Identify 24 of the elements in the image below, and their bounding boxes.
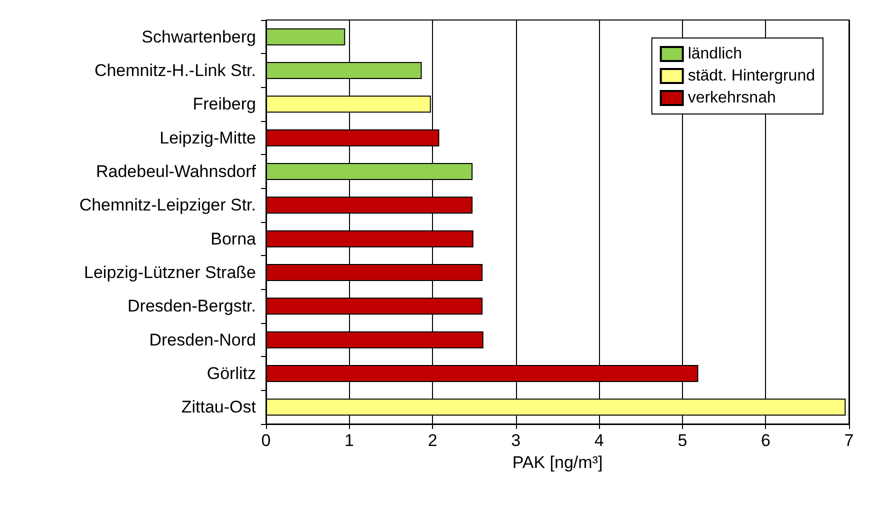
legend-label: verkehrsnah bbox=[688, 90, 776, 106]
y-tick-label: Borna bbox=[210, 229, 257, 248]
x-axis-title: PAK [ng/m³] bbox=[512, 452, 603, 472]
x-tick-label: 2 bbox=[428, 431, 438, 450]
x-tick-label: 3 bbox=[511, 431, 521, 450]
y-tick-label: Görlitz bbox=[206, 364, 256, 383]
y-tick-label: Leipzig-Mitte bbox=[160, 128, 256, 148]
y-tick-label: Freiberg bbox=[192, 94, 256, 114]
y-tick-label: Zittau-Ost bbox=[181, 398, 256, 417]
y-tick-label: Leipzig-Lützner Straße bbox=[84, 263, 256, 282]
x-tick-label: 4 bbox=[594, 431, 604, 450]
legend-label: ländlich bbox=[688, 46, 742, 62]
x-tick-label: 0 bbox=[261, 431, 271, 450]
x-tick-label: 5 bbox=[678, 431, 688, 450]
y-tick-label: Radebeul-Wahnsdorf bbox=[96, 162, 256, 181]
x-tick-label: 7 bbox=[844, 431, 854, 450]
y-tick-label: Chemnitz-Leipziger Str. bbox=[79, 196, 256, 215]
x-tick-label: 1 bbox=[344, 431, 354, 450]
x-tick-label: 6 bbox=[760, 431, 770, 450]
y-tick-label: Chemnitz-H.-Link Str. bbox=[94, 61, 256, 80]
y-tick-label: Dresden-Nord bbox=[149, 330, 256, 350]
legend-label: städt. Hintergrund bbox=[688, 68, 816, 84]
y-tick-label: Dresden-Bergstr. bbox=[128, 296, 256, 316]
y-tick-label: Schwartenberg bbox=[142, 27, 256, 46]
